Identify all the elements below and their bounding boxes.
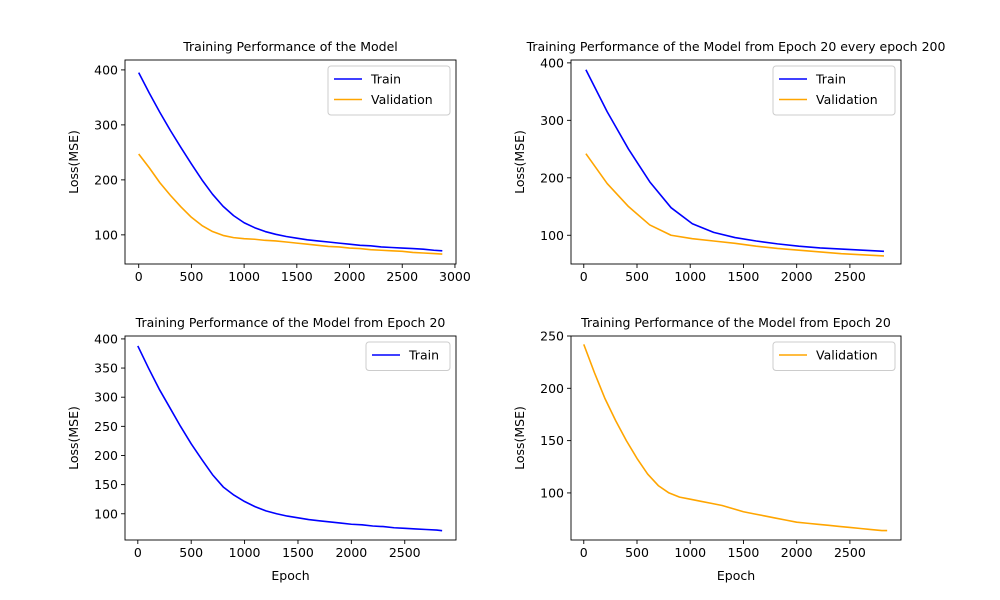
y-tick-label: 100: [94, 227, 118, 242]
chart-title: Training Performance of the Model from E…: [135, 315, 446, 330]
subplot-1: 0 500 1000 1500 2000 2500 3000 100 200 300 400 Trai…: [66, 39, 471, 284]
legend: Validation: [772, 341, 896, 371]
x-tick-label: 2000: [334, 269, 366, 284]
y-axis-label: Loss(MSE): [512, 406, 527, 470]
x-tick-label: 1500: [282, 545, 314, 560]
series-line-train: [137, 72, 443, 252]
legend: Train Validation: [772, 65, 896, 116]
y-tick-label: 400: [540, 55, 564, 70]
x-tick-label: 1500: [728, 269, 760, 284]
y-tick-label: 100: [540, 485, 564, 500]
y-tick-label: 200: [540, 381, 564, 396]
y-tick-label: 300: [94, 117, 118, 132]
x-tick-label: 500: [625, 545, 649, 560]
legend-box: [772, 341, 896, 371]
x-tick-label: 1500: [728, 545, 760, 560]
series-line-validation: [138, 153, 443, 255]
x-tick-label: 500: [625, 269, 649, 284]
series-line-validation: [585, 153, 885, 257]
legend-label-validation: Validation: [816, 348, 878, 363]
y-tick-label: 150: [540, 433, 564, 448]
y-tick-label: 250: [94, 419, 118, 434]
y-tick-label: 400: [94, 62, 118, 77]
axes-frame: [570, 335, 902, 541]
x-tick-label: 2500: [389, 545, 421, 560]
x-tick-label: 1000: [228, 269, 260, 284]
x-tick-label: 2000: [781, 545, 813, 560]
y-tick-label: 300: [540, 113, 564, 128]
y-tick-label: 250: [540, 329, 564, 344]
y-tick-label: 200: [540, 170, 564, 185]
y-tick-label: 150: [94, 477, 118, 492]
series-line-train: [137, 345, 443, 532]
x-axis-label: Epoch: [717, 568, 755, 583]
x-tick-label: 500: [179, 545, 203, 560]
series-line-validation: [583, 344, 888, 532]
x-tick-label: 1000: [674, 545, 706, 560]
x-tick-label: 2000: [781, 269, 813, 284]
x-tick-label: 1000: [229, 545, 261, 560]
x-tick-label: 3000: [439, 269, 471, 284]
x-tick-label: 2000: [335, 545, 367, 560]
subplot-2: 0 500 1000 1500 2000 2500 100 200 300 400Training…: [512, 39, 945, 284]
y-tick-label: 300: [94, 390, 118, 405]
y-tick-label: 200: [94, 448, 118, 463]
chart-title: Training Performance of the Model from E…: [580, 315, 891, 330]
legend-label-validation: Validation: [371, 92, 433, 107]
y-tick-label: 350: [94, 361, 118, 376]
x-tick-label: 1000: [674, 269, 706, 284]
legend-box: [365, 341, 451, 371]
x-tick-label: 2500: [834, 545, 866, 560]
legend-label-train: Train: [815, 72, 846, 87]
y-axis-label: Loss(MSE): [66, 406, 81, 470]
y-tick-label: 200: [94, 172, 118, 187]
axes-frame: [124, 335, 457, 541]
subplot-3: 0 500 1000 1500 2000 2500 100 150 200 250 300 350 40…: [66, 315, 457, 583]
x-tick-label: 0: [580, 269, 588, 284]
legend-label-validation: Validation: [816, 92, 878, 107]
x-tick-label: 0: [580, 545, 588, 560]
chart-title: Training Performance of the Model: [182, 39, 398, 54]
x-tick-label: 2500: [386, 269, 418, 284]
legend-label-train: Train: [408, 348, 439, 363]
subplot-4: 0 500 1000 1500 2000 2500 100 150 200 250 Training…: [512, 315, 902, 583]
y-tick-label: 400: [94, 331, 118, 346]
legend-label-train: Train: [370, 72, 401, 87]
y-tick-label: 100: [94, 506, 118, 521]
x-tick-label: 0: [135, 269, 143, 284]
axes-frame: [570, 59, 902, 265]
chart-title: Training Performance of the Model from E…: [526, 39, 946, 54]
y-axis-label: Loss(MSE): [66, 130, 81, 194]
axes-frame: [124, 59, 457, 265]
legend: Train Validation: [327, 65, 451, 116]
series-line-train: [585, 69, 885, 253]
x-tick-label: 1500: [281, 269, 313, 284]
x-tick-label: 2500: [834, 269, 866, 284]
legend: Train: [365, 341, 451, 371]
y-axis-label: Loss(MSE): [512, 130, 527, 194]
x-tick-label: 0: [134, 545, 142, 560]
x-axis-label: Epoch: [271, 568, 309, 583]
y-tick-label: 100: [540, 228, 564, 243]
x-tick-label: 500: [179, 269, 203, 284]
